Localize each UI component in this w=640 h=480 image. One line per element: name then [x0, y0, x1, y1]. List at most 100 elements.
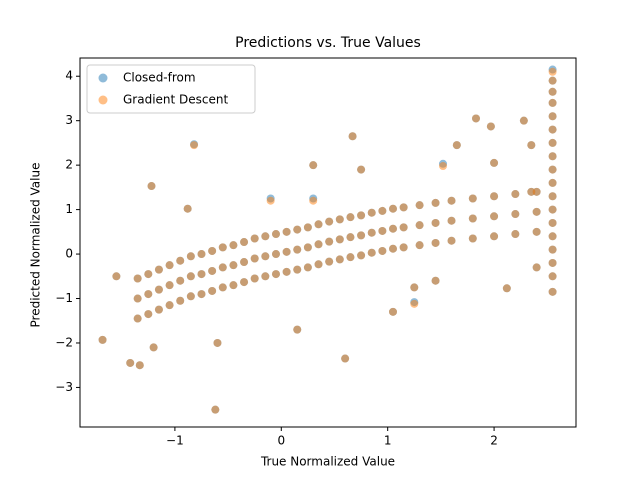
- point: [490, 192, 499, 201]
- point: [144, 290, 153, 299]
- point: [303, 243, 312, 252]
- point: [447, 196, 456, 205]
- x-tick-label: 0: [277, 434, 285, 448]
- x-tick-label: 2: [490, 434, 498, 448]
- point: [165, 281, 174, 290]
- point: [229, 241, 238, 250]
- point: [144, 310, 153, 319]
- point: [527, 187, 536, 196]
- point: [314, 220, 323, 229]
- point: [208, 286, 217, 295]
- point: [325, 237, 334, 246]
- chart-title: Predictions vs. True Values: [235, 35, 421, 51]
- point: [261, 232, 270, 241]
- y-tick-label: 2: [65, 158, 73, 172]
- point: [415, 221, 424, 230]
- legend-marker: [98, 73, 108, 83]
- y-tick-label: −3: [55, 380, 73, 394]
- point: [309, 196, 318, 205]
- point: [149, 343, 158, 352]
- point: [431, 238, 440, 247]
- point: [112, 272, 121, 281]
- point: [548, 138, 557, 147]
- point: [126, 358, 135, 367]
- point: [389, 307, 398, 316]
- point: [271, 250, 280, 259]
- point: [250, 274, 259, 283]
- y-tick-label: 4: [65, 69, 73, 83]
- point: [431, 218, 440, 227]
- point: [218, 283, 227, 292]
- point: [213, 338, 222, 347]
- point: [532, 207, 541, 216]
- point: [144, 270, 153, 279]
- point: [519, 116, 528, 125]
- point: [548, 272, 557, 281]
- point: [399, 243, 408, 252]
- point: [468, 234, 477, 243]
- point: [176, 256, 185, 265]
- y-tick-label: 3: [65, 113, 73, 127]
- point: [532, 227, 541, 236]
- point: [378, 246, 387, 255]
- point: [548, 245, 557, 254]
- point: [154, 285, 163, 294]
- point: [176, 296, 185, 305]
- point: [293, 265, 302, 274]
- legend: Closed-from Gradient Descent: [86, 64, 256, 114]
- point: [190, 141, 199, 150]
- y-tick-label: 0: [65, 247, 73, 261]
- point: [410, 283, 419, 292]
- point: [229, 281, 238, 290]
- point: [325, 257, 334, 266]
- point: [348, 132, 357, 141]
- point: [399, 223, 408, 232]
- point: [154, 305, 163, 314]
- point: [176, 276, 185, 285]
- point: [271, 230, 280, 239]
- point: [490, 232, 499, 241]
- legend-label: Gradient Descent: [123, 93, 229, 107]
- point: [335, 235, 344, 244]
- point: [303, 263, 312, 272]
- point: [357, 231, 366, 240]
- point: [293, 225, 302, 234]
- point: [490, 158, 499, 167]
- point: [186, 272, 195, 281]
- point: [548, 258, 557, 267]
- point: [431, 198, 440, 207]
- point: [502, 284, 511, 293]
- point: [548, 192, 557, 201]
- point: [186, 252, 195, 261]
- point: [357, 251, 366, 260]
- point: [341, 354, 350, 363]
- point: [468, 214, 477, 223]
- point: [548, 67, 557, 76]
- point: [211, 405, 220, 414]
- point: [548, 165, 557, 174]
- point: [452, 141, 461, 150]
- point: [389, 224, 398, 233]
- point: [447, 216, 456, 225]
- point: [240, 278, 249, 287]
- point: [250, 254, 259, 263]
- point: [240, 238, 249, 247]
- point: [309, 161, 318, 170]
- point: [532, 263, 541, 272]
- point: [135, 361, 144, 370]
- point: [415, 241, 424, 250]
- point: [240, 258, 249, 267]
- point: [367, 248, 376, 257]
- point: [346, 253, 355, 262]
- x-axis-label: True Normalized Value: [260, 455, 395, 469]
- point: [389, 244, 398, 253]
- point: [282, 267, 291, 276]
- point: [218, 243, 227, 252]
- point: [335, 215, 344, 224]
- point: [183, 204, 192, 213]
- point: [548, 112, 557, 121]
- point: [548, 205, 557, 214]
- point: [378, 206, 387, 215]
- point: [548, 218, 557, 227]
- point: [548, 98, 557, 107]
